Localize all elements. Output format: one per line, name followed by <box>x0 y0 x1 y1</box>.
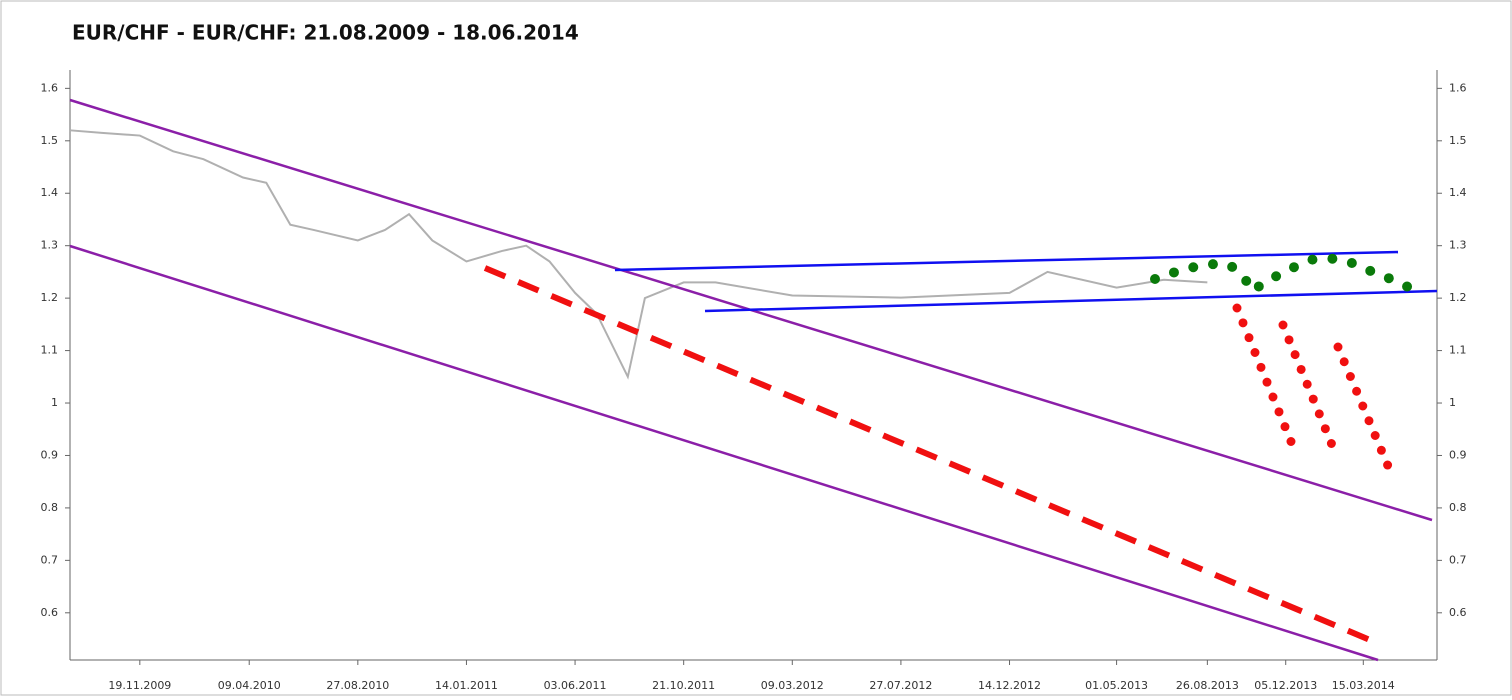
y2-tick-label: 0.9 <box>1449 448 1467 461</box>
red-dotted-2 <box>1278 320 1337 450</box>
channel-lower <box>69 244 1379 662</box>
y2-tick-label: 1.5 <box>1449 134 1467 147</box>
y-tick-label: 1.3 <box>41 239 59 252</box>
axes <box>69 70 1438 661</box>
x-tick-label: 05.12.2013 <box>1254 679 1317 692</box>
x-tick-label: 26.08.2013 <box>1176 679 1239 692</box>
y-tick-label: 1.6 <box>41 81 59 94</box>
green-dotted-path <box>1150 253 1413 299</box>
y2-tick-label: 1.1 <box>1449 344 1467 357</box>
x-tick-label: 27.07.2012 <box>869 679 932 692</box>
annotations <box>69 98 1438 662</box>
x-tick-label: 19.11.2009 <box>108 679 171 692</box>
x-tick-label: 14.01.2011 <box>435 679 498 692</box>
plot <box>69 129 1208 380</box>
x-tick-label: 09.04.2010 <box>218 679 281 692</box>
y-tick-label: 1.4 <box>41 186 59 199</box>
y2-tick-label: 0.8 <box>1449 501 1467 514</box>
y-tick-label: 1.1 <box>41 344 59 357</box>
x-tick-label: 14.12.2012 <box>978 679 1041 692</box>
y-tick-label: 1.2 <box>41 291 59 304</box>
y2-tick-label: 0.7 <box>1449 553 1467 566</box>
x-tick-label: 27.08.2010 <box>326 679 389 692</box>
y2-tick-label: 1.2 <box>1449 291 1467 304</box>
x-tick-label: 01.05.2013 <box>1085 679 1148 692</box>
x-tick-label: 03.06.2011 <box>544 679 607 692</box>
y-tick-label: 0.8 <box>41 501 59 514</box>
y2-tick-label: 1 <box>1449 396 1456 409</box>
blue-upper <box>614 250 1399 272</box>
chart-title: EUR/CHF - EUR/CHF: 21.08.2009 - 18.06.20… <box>72 21 579 45</box>
y2-tick-label: 1.3 <box>1449 239 1467 252</box>
y2-tick-label: 0.6 <box>1449 606 1467 619</box>
y2-tick-label: 1.6 <box>1449 81 1467 94</box>
y2-tick-label: 1.4 <box>1449 186 1467 199</box>
x-tick-label: 15.03.2014 <box>1332 679 1395 692</box>
y-tick-label: 1.5 <box>41 134 59 147</box>
y-tick-label: 0.6 <box>41 606 59 619</box>
red-dashed-trend <box>483 265 1372 643</box>
y-tick-label: 0.7 <box>41 553 59 566</box>
x-tick-label: 09.03.2012 <box>761 679 824 692</box>
y-tick-label: 0.9 <box>41 448 59 461</box>
red-dotted-3 <box>1333 342 1393 471</box>
blue-lower <box>704 289 1438 313</box>
price-line <box>69 129 1208 380</box>
y-tick-label: 1 <box>51 396 58 409</box>
x-tick-label: 21.10.2011 <box>652 679 715 692</box>
